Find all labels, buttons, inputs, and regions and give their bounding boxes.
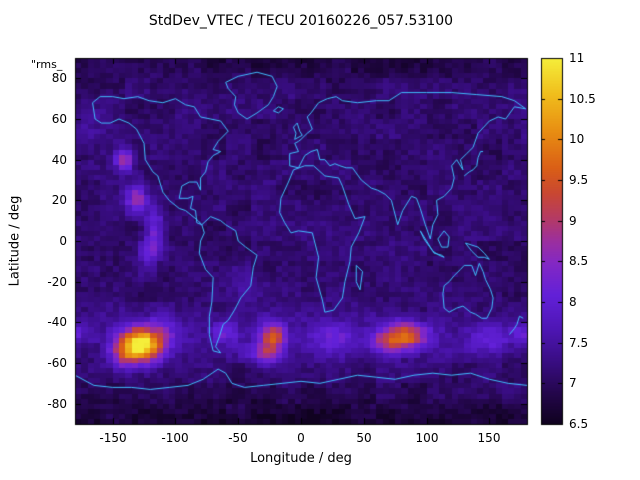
x-tick-label: 150: [477, 431, 501, 445]
colorbar-tick-label: 8: [569, 295, 577, 309]
rms-annotation: "rms_: [31, 58, 63, 71]
y-tick-label: 0: [59, 234, 67, 248]
colorbar-tick-label: 10.5: [569, 92, 596, 106]
chart-title: StdDev_VTEC / TECU 20160226_057.53100: [148, 13, 454, 29]
x-axis-label: Longitude / deg: [250, 451, 352, 466]
y-tick-label: -20: [47, 275, 67, 289]
colorbar-tick-label: 10: [569, 132, 585, 146]
colorbar-tick-label: 9.5: [569, 173, 589, 187]
y-tick-label: 40: [51, 153, 67, 167]
colorbar-tick-label: 9: [569, 214, 577, 228]
colorbar-tick-label: 7: [569, 376, 577, 390]
colorbar-tick-label: 6.5: [569, 417, 589, 431]
x-tick-label: 0: [297, 431, 305, 445]
y-tick-label: -80: [47, 397, 67, 411]
y-tick-label: -60: [47, 356, 67, 370]
colorbar-tick-label: 8.5: [569, 254, 589, 268]
y-tick-label: 80: [51, 71, 67, 85]
x-tick-label: -100: [161, 431, 189, 445]
colorbar-tick-label: 11: [569, 51, 585, 65]
y-tick-label: 20: [51, 193, 67, 207]
x-tick-label: 100: [415, 431, 439, 445]
colorbar-tick-label: 7.5: [569, 336, 589, 350]
y-tick-label: -40: [47, 315, 67, 329]
x-tick-label: -150: [99, 431, 127, 445]
x-tick-label: -50: [228, 431, 248, 445]
y-tick-label: 60: [51, 112, 67, 126]
x-tick-label: 50: [356, 431, 372, 445]
